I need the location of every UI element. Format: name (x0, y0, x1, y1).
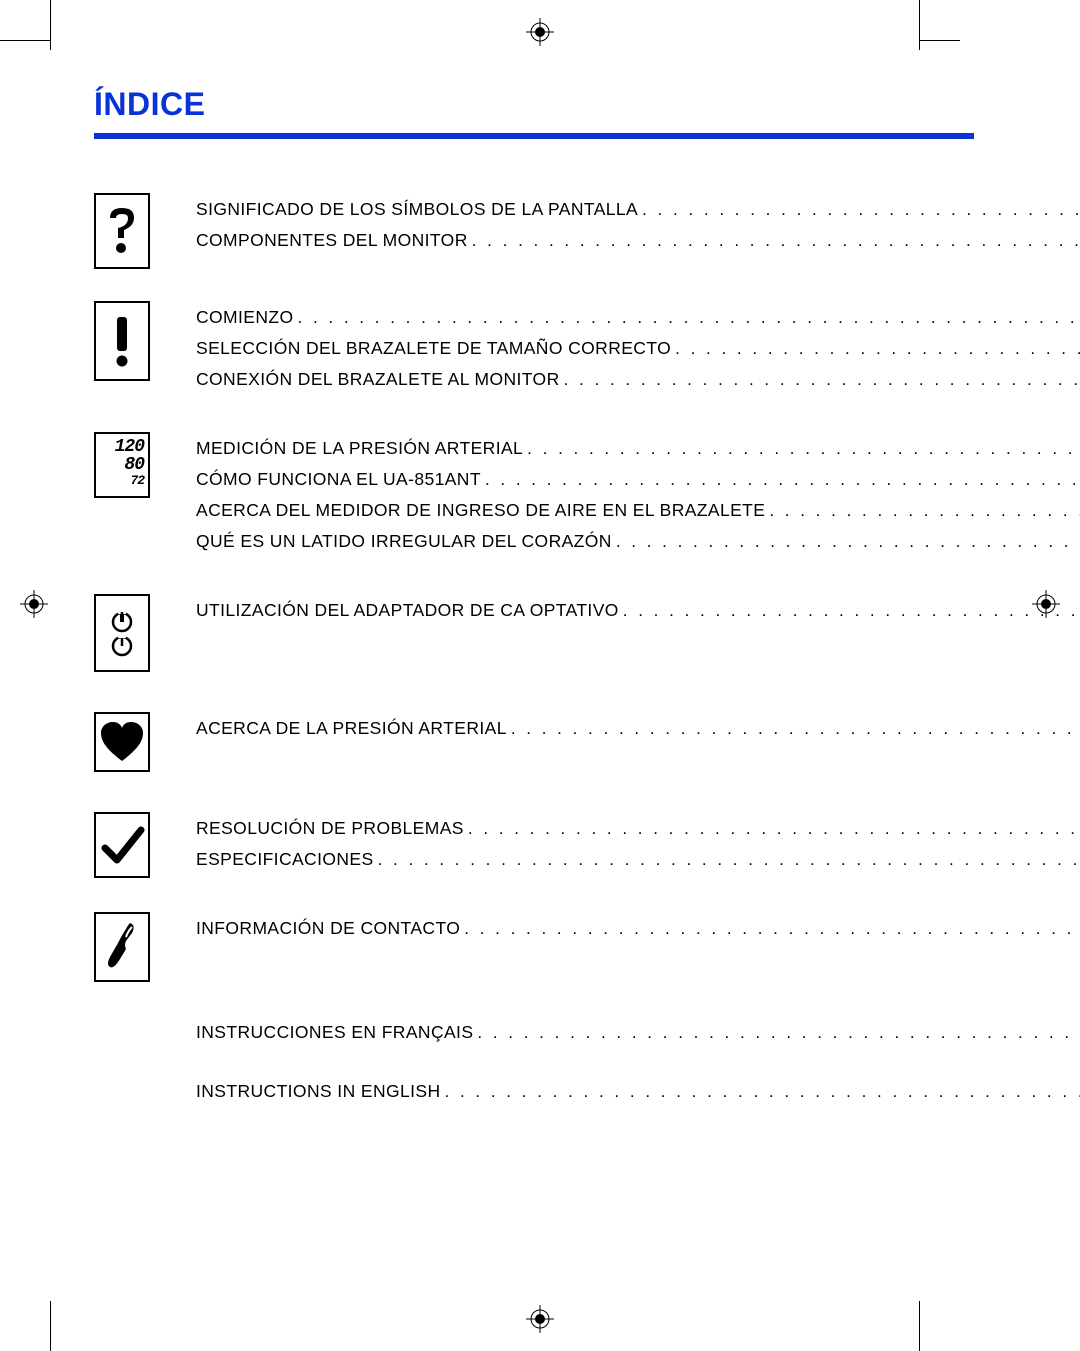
toc-dots (642, 200, 1080, 220)
toc-dots (511, 719, 1080, 739)
toc-dots (564, 370, 1080, 390)
toc-row: INSTRUCCIONES EN FRANÇAISF-1 (196, 1022, 1080, 1043)
toc-row: SELECCIÓN DEL BRAZALETE DE TAMAÑO CORREC… (196, 338, 1080, 359)
toc-row: ACERCA DEL MEDIDOR DE INGRESO DE AIRE EN… (196, 500, 1080, 521)
toc-label: INSTRUCTIONS IN ENGLISH (196, 1081, 441, 1102)
toc-dots (445, 1082, 1080, 1102)
toc-dots (464, 919, 1080, 939)
registration-mark-icon (526, 18, 554, 46)
toc-entries: INSTRUCCIONES EN FRANÇAISF-1 (196, 1016, 1080, 1053)
toc-dots (616, 532, 1080, 552)
question-icon (94, 193, 150, 269)
toc-label: ESPECIFICACIONES (196, 849, 374, 870)
crop-mark (919, 1301, 920, 1351)
toc-section: INSTRUCCIONES EN FRANÇAISF-1 (196, 1016, 974, 1053)
power-icon (94, 594, 150, 672)
toc-section: UTILIZACIÓN DEL ADAPTADOR DE CA OPTATIVO… (94, 594, 974, 672)
toc-label: ACERCA DEL MEDIDOR DE INGRESO DE AIRE EN… (196, 500, 765, 521)
crop-mark (0, 40, 50, 41)
heart-icon (94, 712, 150, 772)
check-icon (94, 812, 150, 878)
toc-row: SIGNIFICADO DE LOS SÍMBOLOS DE LA PANTAL… (196, 199, 1080, 220)
toc-row: CÓMO FUNCIONA EL UA-851ANTS-7 (196, 469, 1080, 490)
toc-row: MEDICIÓN DE LA PRESIÓN ARTERIALS-5 (196, 438, 1080, 459)
toc-label: UTILIZACIÓN DEL ADAPTADOR DE CA OPTATIVO (196, 600, 619, 621)
toc-section: ACERCA DE LA PRESIÓN ARTERIALS-10 (94, 712, 974, 772)
title-rule (94, 133, 974, 139)
toc-row: COMIENZOS-3 (196, 307, 1080, 328)
toc-dots (623, 601, 1080, 621)
toc-dots (769, 501, 1080, 521)
page-content: ÍNDICE SIGNIFICADO DE LOS SÍMBOLOS DE LA… (94, 86, 974, 1134)
exclaim-icon (94, 301, 150, 381)
toc-label: MEDICIÓN DE LA PRESIÓN ARTERIAL (196, 438, 523, 459)
toc-sections: SIGNIFICADO DE LOS SÍMBOLOS DE LA PANTAL… (94, 193, 974, 1112)
toc-label: SELECCIÓN DEL BRAZALETE DE TAMAÑO CORREC… (196, 338, 671, 359)
toc-dots (468, 819, 1080, 839)
toc-entries: MEDICIÓN DE LA PRESIÓN ARTERIALS-5 CÓMO F… (196, 432, 1080, 562)
bp-icon: 1208072 (94, 432, 150, 498)
registration-mark-icon (20, 590, 48, 618)
toc-label: ACERCA DE LA PRESIÓN ARTERIAL (196, 718, 507, 739)
toc-label: QUÉ ES UN LATIDO IRREGULAR DEL CORAZÓN (196, 531, 612, 552)
toc-entries: UTILIZACIÓN DEL ADAPTADOR DE CA OPTATIVO… (196, 594, 1080, 631)
toc-section: 1208072MEDICIÓN DE LA PRESIÓN ARTERIALS-… (94, 432, 974, 562)
toc-row: INFORMACIÓN DE CONTACTOS-17 (196, 918, 1080, 939)
toc-label: CONEXIÓN DEL BRAZALETE AL MONITOR (196, 369, 560, 390)
toc-dots (378, 850, 1080, 870)
toc-label: INSTRUCCIONES EN FRANÇAIS (196, 1022, 473, 1043)
toc-label: COMPONENTES DEL MONITOR (196, 230, 468, 251)
toc-entries: INSTRUCTIONS IN ENGLISHE-1 (196, 1075, 1080, 1112)
toc-dots (298, 308, 1080, 328)
toc-row: COMPONENTES DEL MONITORS-2 (196, 230, 1080, 251)
toc-label: CÓMO FUNCIONA EL UA-851ANT (196, 469, 481, 490)
toc-row: RESOLUCIÓN DE PROBLEMASS-15 (196, 818, 1080, 839)
crop-mark (920, 40, 960, 41)
toc-label: INFORMACIÓN DE CONTACTO (196, 918, 460, 939)
toc-row: ACERCA DE LA PRESIÓN ARTERIALS-10 (196, 718, 1080, 739)
registration-mark-icon (526, 1305, 554, 1333)
toc-row: UTILIZACIÓN DEL ADAPTADOR DE CA OPTATIVO… (196, 600, 1080, 621)
phone-icon (94, 912, 150, 982)
toc-section: RESOLUCIÓN DE PROBLEMASS-15ESPECIFICACIO… (94, 812, 974, 880)
toc-row: CONEXIÓN DEL BRAZALETE AL MONITORS-5 (196, 369, 1080, 390)
toc-dots (675, 339, 1080, 359)
toc-row: INSTRUCTIONS IN ENGLISHE-1 (196, 1081, 1080, 1102)
crop-mark (919, 0, 920, 50)
page-title: ÍNDICE (94, 86, 974, 123)
toc-dots (527, 439, 1080, 459)
toc-dots (485, 470, 1080, 490)
toc-label: COMIENZO (196, 307, 294, 328)
toc-entries: SIGNIFICADO DE LOS SÍMBOLOS DE LA PANTAL… (196, 193, 1080, 261)
toc-section: SIGNIFICADO DE LOS SÍMBOLOS DE LA PANTAL… (94, 193, 974, 269)
toc-row: QUÉ ES UN LATIDO IRREGULAR DEL CORAZÓNS-… (196, 531, 1080, 552)
toc-section: INSTRUCTIONS IN ENGLISHE-1 (196, 1075, 974, 1112)
toc-entries: COMIENZOS-3 SELECCIÓN DEL BRAZALETE DE TA… (196, 301, 1080, 400)
crop-mark (50, 1301, 51, 1351)
toc-entries: INFORMACIÓN DE CONTACTOS-17 (196, 912, 1080, 949)
crop-mark (50, 0, 51, 50)
toc-section: COMIENZOS-3SELECCIÓN DEL BRAZALETE DE TA… (94, 301, 974, 400)
toc-entries: RESOLUCIÓN DE PROBLEMASS-15 ESPECIFICACIO… (196, 812, 1080, 880)
toc-entries: ACERCA DE LA PRESIÓN ARTERIALS-10 (196, 712, 1080, 749)
toc-row: ESPECIFICACIONESS-16 (196, 849, 1080, 870)
toc-label: SIGNIFICADO DE LOS SÍMBOLOS DE LA PANTAL… (196, 199, 638, 220)
toc-dots (472, 231, 1080, 251)
toc-dots (477, 1023, 1080, 1043)
toc-section: INFORMACIÓN DE CONTACTOS-17 (94, 912, 974, 982)
toc-label: RESOLUCIÓN DE PROBLEMAS (196, 818, 464, 839)
